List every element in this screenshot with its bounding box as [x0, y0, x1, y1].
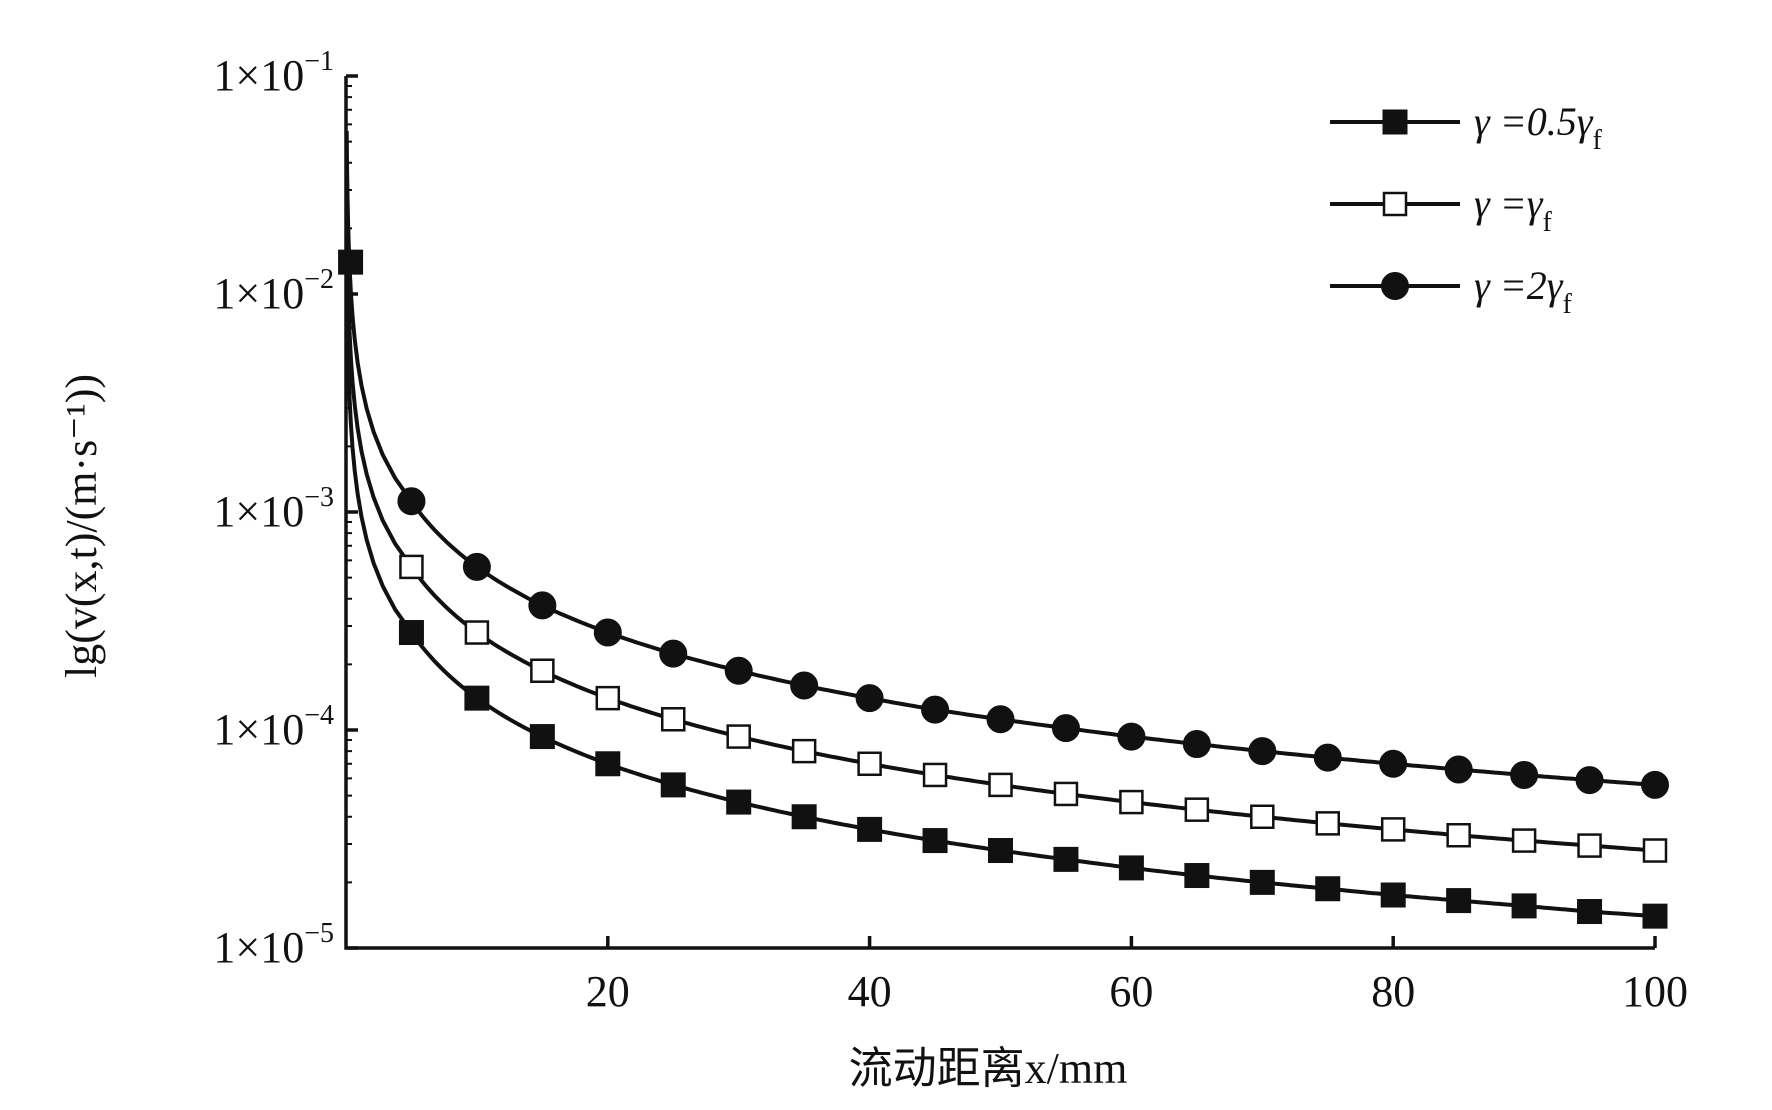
- y-tick-label: 1×10−5: [213, 918, 334, 972]
- data-point: [1313, 743, 1342, 772]
- x-tick-label: 100: [1622, 967, 1688, 1016]
- data-point: [661, 707, 686, 732]
- legend: γ =0.5γf γ =γf γ =2γf: [1330, 99, 1603, 320]
- data-point: [1642, 903, 1668, 929]
- data-point: [659, 639, 688, 668]
- data-point: [1051, 714, 1080, 743]
- data-point: [660, 772, 686, 798]
- data-point: [529, 724, 555, 750]
- data-point: [1380, 817, 1406, 842]
- data-point: [1511, 828, 1537, 853]
- data-point: [988, 838, 1013, 864]
- data-point: [1250, 804, 1275, 830]
- series-3: [344, 130, 1669, 799]
- data-point: [724, 656, 753, 685]
- legend-marker: [1381, 272, 1409, 300]
- y-axis-title: lg(v(x,t)/(m·s⁻¹)): [57, 374, 106, 678]
- data-point: [1510, 760, 1539, 789]
- data-point: [1577, 899, 1603, 925]
- data-point: [1119, 789, 1144, 815]
- data-point: [1118, 855, 1144, 881]
- series-line: [344, 262, 1656, 919]
- data-point: [593, 618, 622, 647]
- data-point: [726, 789, 752, 815]
- y-tick-label: 1×10−2: [213, 264, 334, 318]
- data-point: [922, 828, 948, 854]
- data-point: [399, 554, 424, 580]
- legend-item: γ =0.5γf: [1330, 99, 1603, 156]
- data-point: [1511, 893, 1537, 919]
- data-point: [986, 705, 1015, 734]
- x-axis-title: 流动距离x/mm: [849, 1044, 1128, 1093]
- data-point: [464, 685, 490, 711]
- plot-area: 20 40 60 80 100 1×10−11×10−21×10−31×10−41×10…: [213, 46, 1688, 1016]
- data-point: [595, 751, 621, 777]
- legend-label: γ =γf: [1474, 181, 1553, 238]
- data-point: [1053, 781, 1079, 807]
- legend-label: γ =0.5γf: [1474, 99, 1603, 156]
- data-point: [595, 685, 621, 711]
- data-point: [1380, 882, 1406, 908]
- x-axis: 20 40 60 80 100: [586, 936, 1688, 1016]
- data-point: [921, 695, 950, 724]
- series-2: [344, 196, 1668, 863]
- data-point: [1248, 737, 1277, 766]
- data-point: [791, 738, 817, 764]
- data-point: [1379, 749, 1408, 778]
- data-point: [1577, 833, 1602, 858]
- series-layer: [338, 130, 1669, 929]
- y-tick-label: 1×10−4: [213, 700, 334, 754]
- data-point: [1053, 846, 1079, 872]
- data-point: [398, 620, 424, 646]
- data-point: [1575, 766, 1604, 795]
- legend-item: γ =2γf: [1330, 263, 1573, 320]
- data-point: [1641, 770, 1669, 799]
- data-point: [464, 620, 490, 645]
- legend-label: γ =2γf: [1474, 263, 1573, 320]
- data-point: [1446, 888, 1472, 914]
- data-point: [855, 684, 884, 713]
- data-point: [1184, 863, 1210, 889]
- series-1: [338, 249, 1668, 929]
- y-tick-label: 1×10−3: [213, 482, 334, 536]
- data-point: [530, 658, 555, 683]
- x-tick-label: 40: [848, 967, 892, 1016]
- series-line: [344, 130, 1656, 787]
- data-point: [1117, 722, 1146, 751]
- legend-marker: [1382, 109, 1408, 135]
- data-point: [528, 591, 557, 620]
- data-point: [1249, 869, 1275, 895]
- data-point: [790, 671, 819, 700]
- y-tick-label: 1×10−1: [213, 46, 334, 100]
- data-point: [1642, 838, 1668, 863]
- x-tick-label: 80: [1371, 967, 1415, 1016]
- axes-frame: [344, 76, 1655, 950]
- y-axis-title-group: lg(v(x,t)/(m·s⁻¹)): [57, 374, 106, 678]
- legend-item: γ =γf: [1330, 181, 1553, 238]
- x-tick-label: 20: [586, 967, 630, 1016]
- data-point: [1315, 876, 1341, 902]
- x-tick-label: 60: [1109, 967, 1153, 1016]
- data-point: [726, 724, 751, 749]
- y-axis: 1×10−1 1×10−2 1×10−3 1×10−4 1×10−5: [213, 46, 358, 972]
- data-point: [791, 804, 817, 830]
- data-point: [857, 751, 882, 777]
- data-point: [462, 552, 491, 581]
- data-point: [1182, 730, 1211, 759]
- data-point: [922, 762, 948, 788]
- data-point: [1315, 811, 1340, 836]
- series-line: [344, 196, 1656, 853]
- data-point: [1446, 823, 1471, 848]
- data-point: [988, 772, 1013, 798]
- legend-marker: [1382, 191, 1408, 217]
- data-point: [1444, 755, 1473, 784]
- data-point: [397, 487, 426, 516]
- data-point: [1184, 797, 1210, 822]
- data-point: [857, 816, 883, 842]
